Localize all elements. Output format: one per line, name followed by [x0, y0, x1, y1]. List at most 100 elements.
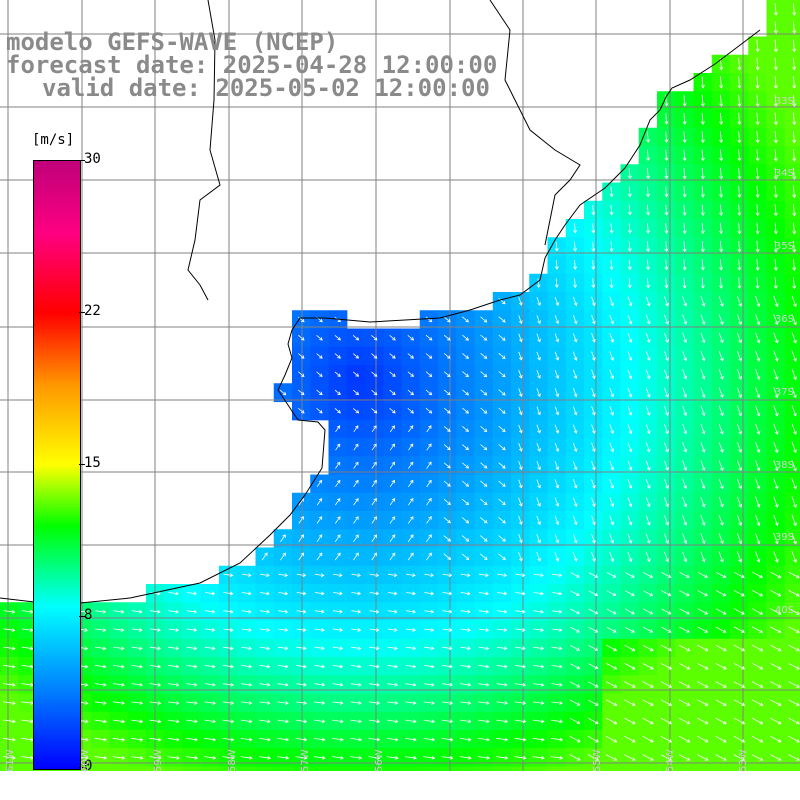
wind-arrowhead — [12, 682, 16, 687]
wind-arrowhead — [737, 248, 742, 253]
wind-arrow — [610, 241, 613, 252]
wind-arrowhead — [339, 609, 343, 614]
wind-arrow — [733, 754, 745, 761]
wind-arrow — [665, 168, 667, 179]
colorbar — [33, 160, 81, 770]
wind-arrowhead — [774, 321, 779, 326]
wind-arrowhead — [537, 521, 541, 526]
wind-arrow — [587, 717, 599, 724]
wind-arrowhead — [392, 391, 396, 396]
wind-arrow — [406, 592, 416, 595]
wind-arrow — [791, 313, 797, 325]
wind-arrow — [334, 498, 341, 506]
wind-arrow — [532, 719, 544, 722]
wind-arrow — [606, 681, 617, 688]
wind-arrowhead — [504, 664, 508, 669]
wind-arrow — [407, 389, 414, 396]
wind-arrow — [113, 683, 125, 686]
wind-arrowhead — [12, 719, 16, 724]
wind-arrowhead — [537, 558, 541, 562]
wind-arrowhead — [683, 540, 688, 545]
lat-label: 39S — [774, 532, 794, 543]
wind-arrow — [277, 738, 289, 741]
wind-arrow — [518, 315, 522, 324]
wind-arrowhead — [410, 336, 415, 341]
wind-arrowhead — [318, 497, 323, 502]
wind-arrowhead — [686, 720, 691, 725]
wind-arrow — [554, 333, 559, 342]
wind-arrowhead — [773, 249, 778, 253]
wind-arrowhead — [576, 629, 580, 633]
wind-arrow — [168, 628, 179, 631]
wind-arrow — [736, 441, 742, 453]
wind-arrowhead — [392, 409, 396, 414]
wind-arrow — [718, 423, 724, 434]
wind-arrow — [387, 592, 397, 595]
wind-arrowhead — [301, 318, 305, 323]
wind-arrow — [718, 533, 724, 544]
wind-arrowhead — [30, 646, 34, 651]
wind-arrow — [462, 371, 469, 377]
wind-arrowhead — [777, 611, 782, 615]
wind-arrowhead — [321, 737, 326, 742]
wind-arrowhead — [193, 609, 198, 614]
wind-arrow — [715, 608, 726, 615]
valid-date: valid date: 2025-05-02 12:00:00 — [42, 74, 490, 102]
wind-arrowhead — [628, 412, 633, 416]
wind-arrow — [697, 754, 709, 761]
wind-arrow — [624, 608, 635, 615]
wind-arrowhead — [592, 393, 596, 398]
wind-arrowhead — [631, 629, 635, 633]
wind-arrow — [186, 701, 198, 704]
wind-arrowhead — [212, 755, 217, 760]
wind-arrow — [773, 441, 778, 453]
wind-arrowhead — [447, 556, 452, 560]
wind-arrow — [736, 405, 742, 416]
wind-arrowhead — [665, 540, 669, 544]
wind-arrowhead — [737, 157, 742, 162]
wind-arrowhead — [540, 628, 545, 632]
wind-arrow — [532, 756, 545, 759]
wind-arrowhead — [102, 664, 107, 669]
wind-arrowhead — [573, 430, 578, 434]
wind-arrowhead — [628, 466, 633, 471]
ocean-cell — [784, 109, 800, 129]
wind-arrow — [700, 332, 705, 343]
wind-arrow — [131, 628, 142, 631]
wind-arrow — [94, 756, 107, 759]
wind-arrow — [496, 665, 507, 668]
wind-arrowhead — [738, 412, 742, 417]
wind-arrowhead — [431, 682, 435, 687]
wind-arrowhead — [591, 248, 596, 252]
wind-arrowhead — [628, 320, 633, 325]
wind-arrow — [168, 646, 179, 649]
wind-arrowhead — [755, 103, 760, 107]
wind-arrow — [167, 701, 179, 704]
wind-arrowhead — [720, 540, 724, 545]
wind-arrow — [697, 571, 708, 578]
lat-label: 38S — [774, 460, 794, 471]
wind-arrowhead — [610, 412, 614, 416]
wind-arrowhead — [357, 591, 362, 596]
wind-arrowhead — [558, 628, 563, 632]
wind-arrow — [533, 592, 544, 595]
wind-arrowhead — [591, 266, 596, 271]
wind-arrowhead — [139, 701, 144, 705]
wind-arrow — [149, 683, 161, 686]
wind-arrowhead — [646, 302, 651, 307]
wind-arrow — [756, 167, 759, 180]
wind-arrowhead — [247, 573, 252, 578]
wind-arrowhead — [373, 409, 378, 414]
wind-arrowhead — [465, 501, 470, 506]
wind-arrowhead — [85, 719, 89, 724]
wind-arrowhead — [230, 737, 235, 742]
wind-arrow — [715, 754, 727, 761]
wind-arrowhead — [610, 558, 615, 563]
wind-arrowhead — [686, 757, 691, 761]
wind-arrow — [222, 701, 234, 704]
wind-arrowhead — [773, 267, 778, 271]
wind-arrow — [678, 717, 690, 725]
wind-arrow — [314, 646, 325, 649]
wind-arrow — [791, 441, 797, 453]
wind-arrow — [150, 610, 161, 613]
